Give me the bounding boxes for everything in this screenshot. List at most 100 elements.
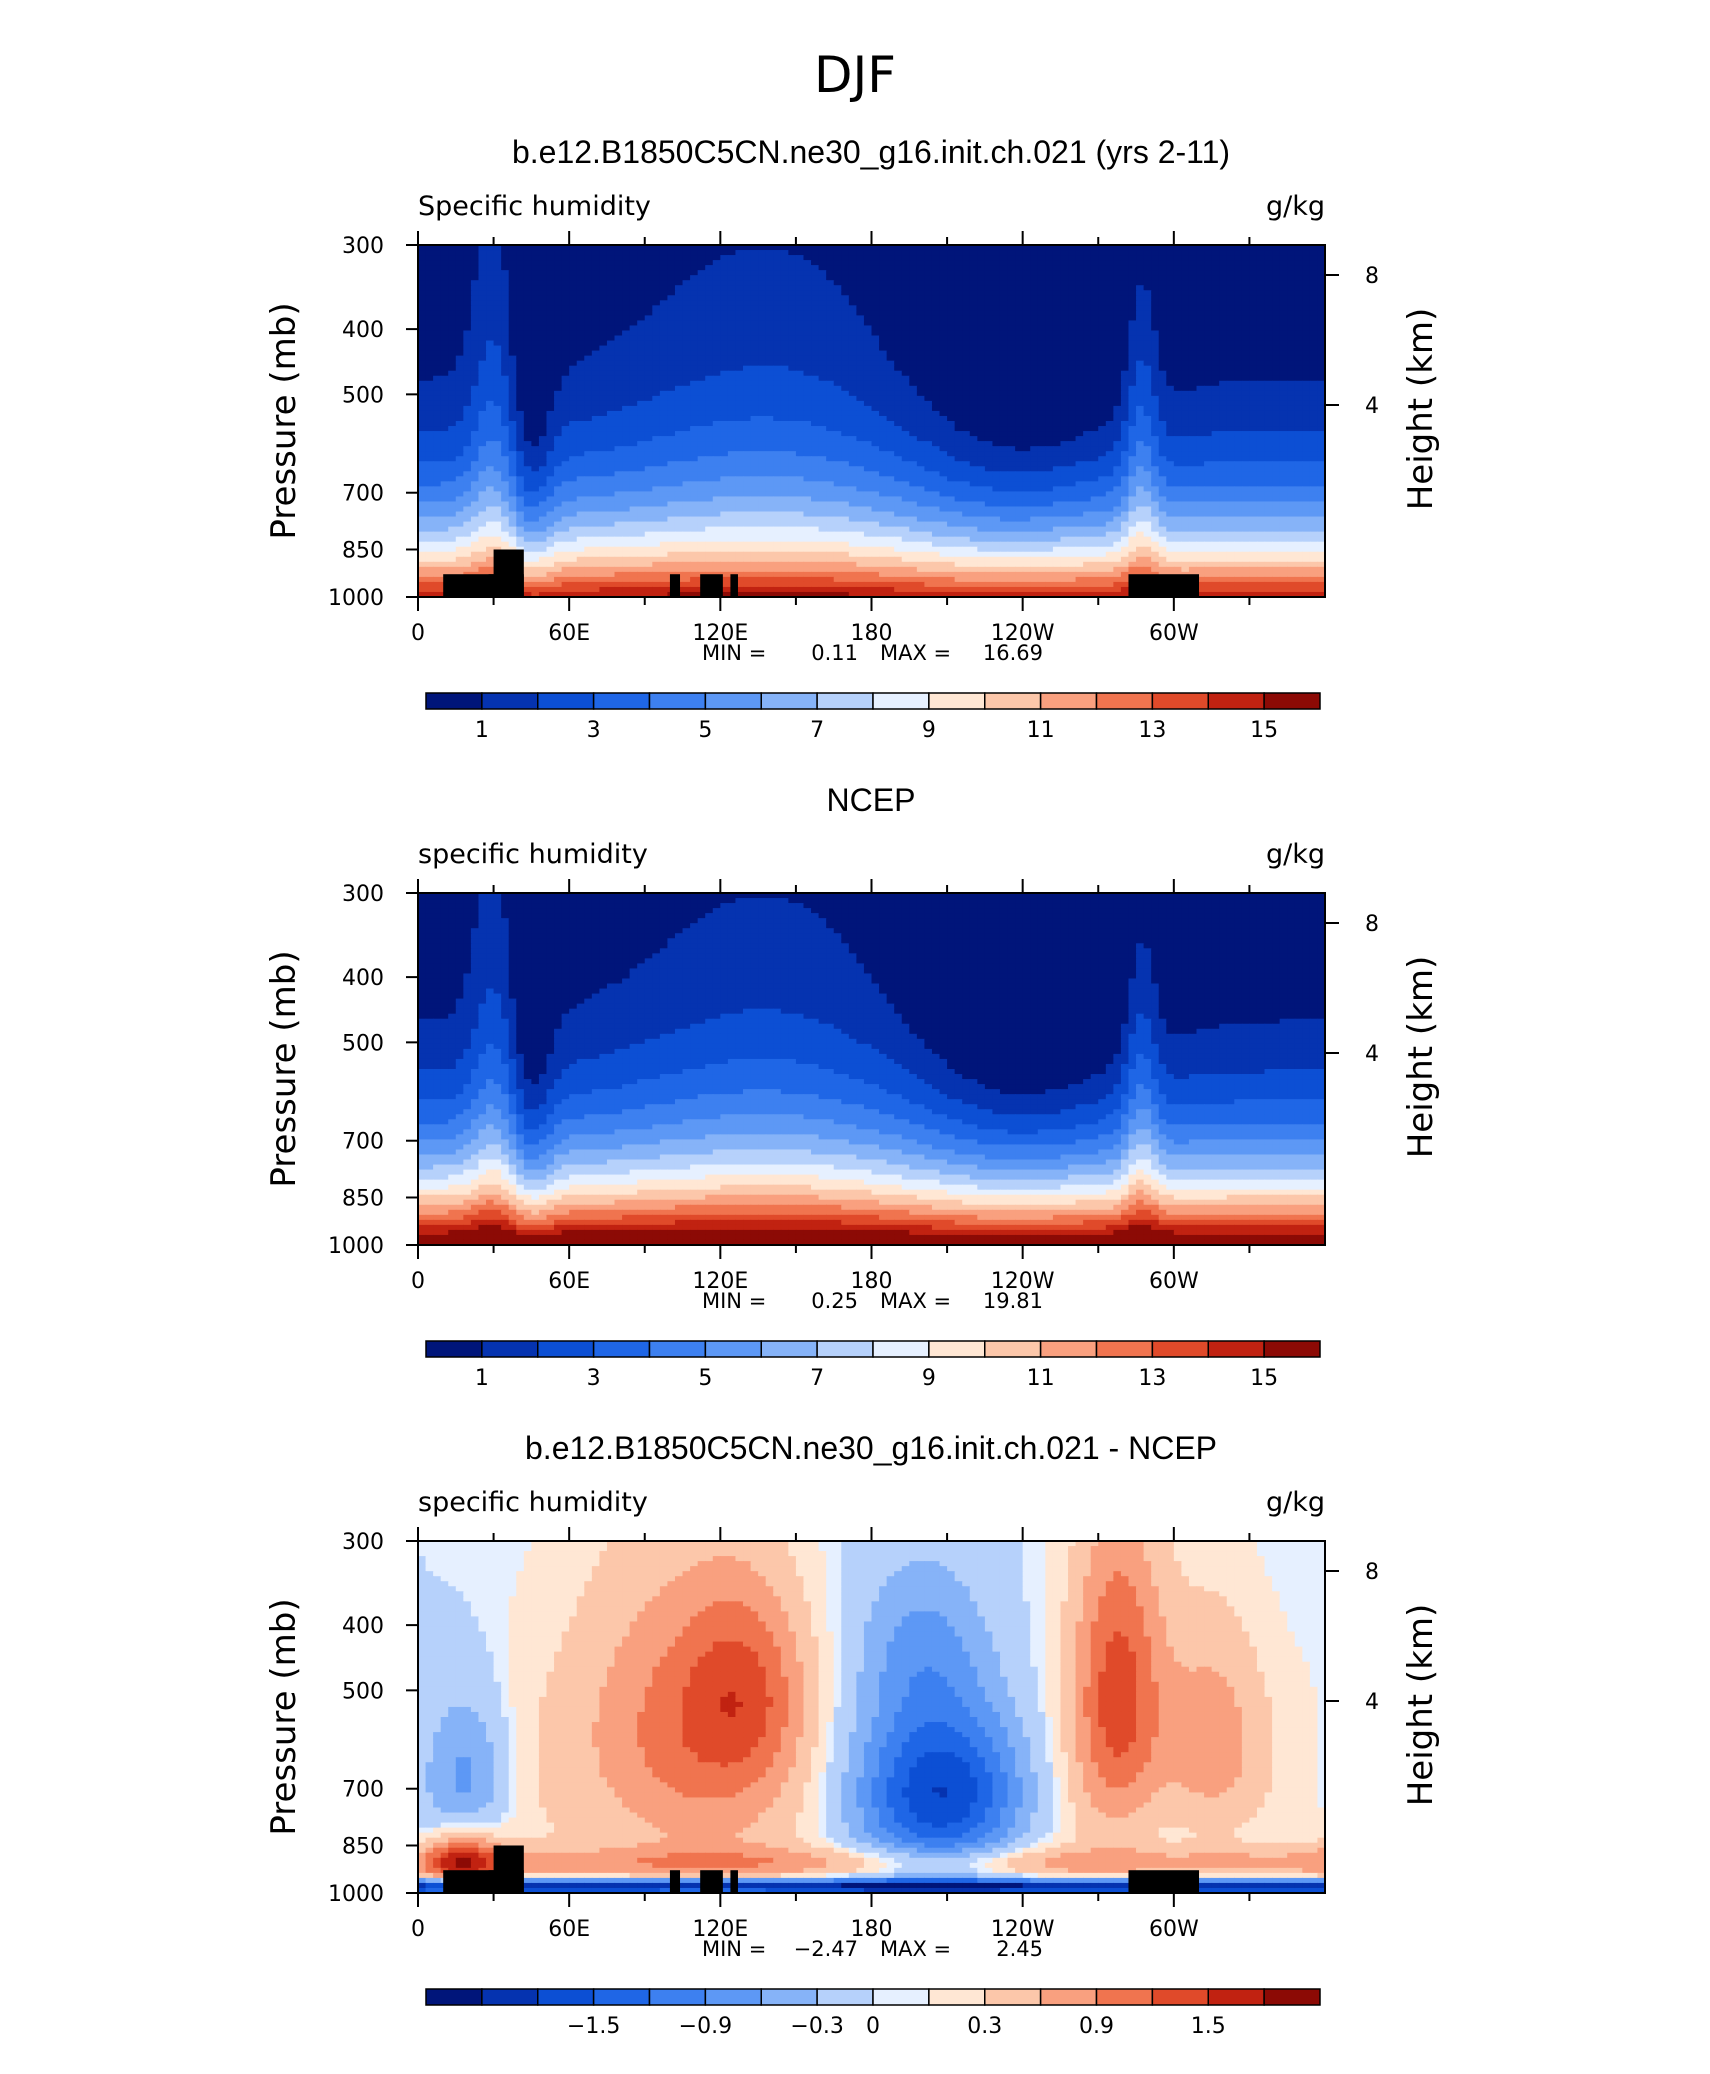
heatmap-cell bbox=[426, 265, 434, 271]
heatmap-cell bbox=[667, 280, 675, 286]
heatmap-cell bbox=[667, 320, 675, 326]
heatmap-cell bbox=[766, 446, 774, 452]
heatmap-cell bbox=[1197, 325, 1205, 331]
heatmap-cell bbox=[947, 406, 955, 412]
heatmap-cell bbox=[448, 416, 456, 422]
heatmap-cell bbox=[917, 396, 925, 402]
heatmap-cell bbox=[683, 426, 691, 432]
heatmap-cell bbox=[433, 341, 441, 347]
heatmap-cell bbox=[1242, 250, 1250, 256]
heatmap-cell bbox=[834, 255, 842, 261]
heatmap-cell bbox=[940, 295, 948, 301]
heatmap-cell bbox=[879, 441, 887, 447]
heatmap-cell bbox=[1280, 371, 1288, 377]
heatmap-cell bbox=[426, 305, 434, 311]
heatmap-cell bbox=[940, 431, 948, 437]
heatmap-cell bbox=[1000, 376, 1008, 382]
heatmap-cell bbox=[985, 325, 993, 331]
heatmap-cell bbox=[887, 336, 895, 342]
heatmap-cell bbox=[713, 391, 721, 397]
heatmap-cell bbox=[1174, 255, 1182, 261]
heatmap-cell bbox=[788, 265, 796, 271]
heatmap-cell bbox=[607, 295, 615, 301]
heatmap-cell bbox=[743, 406, 751, 412]
heatmap-cell bbox=[917, 275, 925, 281]
heatmap-cell bbox=[940, 416, 948, 422]
heatmap-cell bbox=[675, 376, 683, 382]
heatmap-cell bbox=[1295, 300, 1303, 306]
heatmap-cell bbox=[1098, 320, 1106, 326]
heatmap-cell bbox=[1302, 325, 1310, 331]
heatmap-cell bbox=[494, 351, 502, 357]
heatmap-cell bbox=[1083, 330, 1091, 336]
heatmap-cell bbox=[524, 250, 532, 256]
heatmap-cell bbox=[615, 290, 623, 296]
heatmap-cell bbox=[1015, 436, 1023, 442]
heatmap-cell bbox=[1257, 436, 1265, 442]
heatmap-cell bbox=[546, 295, 554, 301]
heatmap-cell bbox=[645, 371, 653, 377]
heatmap-cell bbox=[826, 285, 834, 291]
heatmap-cell bbox=[667, 346, 675, 352]
heatmap-cell bbox=[546, 250, 554, 256]
heatmap-cell bbox=[713, 285, 721, 291]
heatmap-cell bbox=[569, 366, 577, 372]
heatmap-cell bbox=[667, 416, 675, 422]
heatmap-cell bbox=[728, 325, 736, 331]
heatmap-cell bbox=[1204, 336, 1212, 342]
heatmap-cell bbox=[486, 280, 494, 286]
heatmap-cell bbox=[962, 421, 970, 427]
heatmap-cell bbox=[1310, 310, 1318, 316]
heatmap-cell bbox=[1083, 250, 1091, 256]
heatmap-cell bbox=[418, 275, 426, 281]
heatmap-cell bbox=[1249, 260, 1257, 266]
heatmap-cell bbox=[1166, 386, 1174, 392]
heatmap-cell bbox=[1083, 341, 1091, 347]
heatmap-cell bbox=[1083, 436, 1091, 442]
heatmap-cell bbox=[584, 361, 592, 367]
heatmap-cell bbox=[735, 416, 743, 422]
heatmap-cell bbox=[751, 341, 759, 347]
heatmap-cell bbox=[637, 421, 645, 427]
heatmap-cell bbox=[1295, 270, 1303, 276]
heatmap-cell bbox=[698, 376, 706, 382]
heatmap-cell bbox=[1310, 280, 1318, 286]
heatmap-cell bbox=[781, 451, 789, 457]
heatmap-cell bbox=[1038, 270, 1046, 276]
heatmap-cell bbox=[1136, 396, 1144, 402]
heatmap-cell bbox=[1295, 386, 1303, 392]
heatmap-cell bbox=[478, 381, 486, 387]
heatmap-cell bbox=[1234, 285, 1242, 291]
heatmap-cell bbox=[1159, 346, 1167, 352]
heatmap-cell bbox=[864, 250, 872, 256]
heatmap-cell bbox=[743, 346, 751, 352]
heatmap-cell bbox=[1030, 366, 1038, 372]
heatmap-cell bbox=[592, 426, 600, 432]
heatmap-cell bbox=[970, 330, 978, 336]
heatmap-cell bbox=[917, 411, 925, 417]
heatmap-cell bbox=[1098, 265, 1106, 271]
heatmap-cell bbox=[1265, 376, 1273, 382]
heatmap-cell bbox=[819, 270, 827, 276]
heatmap-cell bbox=[1008, 416, 1016, 422]
heatmap-cell bbox=[985, 346, 993, 352]
heatmap-cell bbox=[607, 280, 615, 286]
heatmap-cell bbox=[932, 285, 940, 291]
heatmap-cell bbox=[1310, 431, 1318, 437]
heatmap-cell bbox=[1091, 300, 1099, 306]
heatmap-cell bbox=[1159, 255, 1167, 261]
heatmap-cell bbox=[811, 341, 819, 347]
heatmap-cell bbox=[524, 396, 532, 402]
heatmap-cell bbox=[819, 406, 827, 412]
heatmap-cell bbox=[1287, 260, 1295, 266]
heatmap-cell bbox=[463, 396, 471, 402]
heatmap-cell bbox=[1174, 406, 1182, 412]
heatmap-cell bbox=[1106, 320, 1114, 326]
heatmap-cell bbox=[1287, 295, 1295, 301]
heatmap-cell bbox=[675, 260, 683, 266]
heatmap-cell bbox=[955, 381, 963, 387]
heatmap-cell bbox=[1295, 285, 1303, 291]
heatmap-cell bbox=[1136, 351, 1144, 357]
heatmap-cell bbox=[426, 361, 434, 367]
heatmap-cell bbox=[667, 376, 675, 382]
